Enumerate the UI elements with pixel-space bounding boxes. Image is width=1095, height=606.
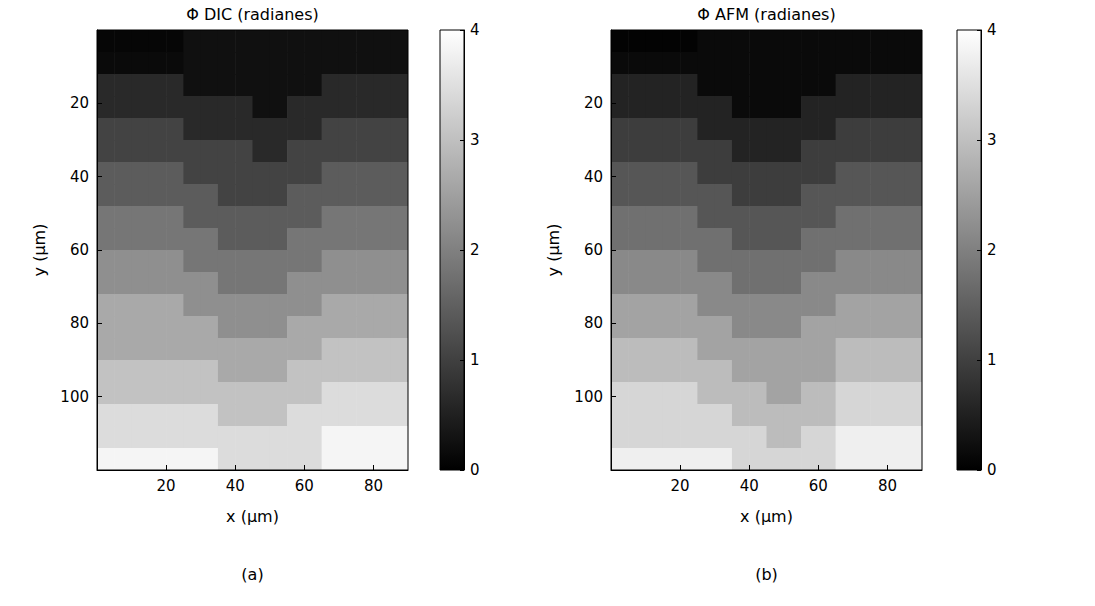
svg-text:60: 60 [295, 477, 314, 495]
svg-text:40: 40 [226, 477, 245, 495]
svg-text:x (µm): x (µm) [226, 507, 279, 526]
svg-text:1: 1 [470, 351, 480, 369]
svg-text:3: 3 [987, 131, 997, 149]
svg-text:60: 60 [809, 477, 828, 495]
svg-text:3: 3 [470, 131, 480, 149]
svg-text:Φ DIC (radianes): Φ DIC (radianes) [186, 5, 319, 24]
svg-text:100: 100 [574, 388, 603, 406]
svg-text:y (µm): y (µm) [544, 224, 563, 277]
svg-text:80: 80 [878, 477, 897, 495]
svg-text:20: 20 [584, 94, 603, 112]
svg-text:20: 20 [70, 94, 89, 112]
svg-text:4: 4 [470, 21, 480, 39]
svg-text:100: 100 [60, 388, 89, 406]
svg-text:20: 20 [671, 477, 690, 495]
svg-text:1: 1 [987, 351, 997, 369]
svg-text:2: 2 [987, 241, 997, 259]
svg-text:80: 80 [584, 314, 603, 332]
svg-text:(b): (b) [755, 565, 778, 584]
svg-text:(a): (a) [241, 565, 263, 584]
svg-text:0: 0 [987, 461, 997, 479]
svg-text:Φ AFM (radianes): Φ AFM (radianes) [697, 5, 835, 24]
svg-text:2: 2 [470, 241, 480, 259]
svg-text:40: 40 [584, 168, 603, 186]
svg-text:x (µm): x (µm) [740, 507, 793, 526]
svg-text:y (µm): y (µm) [30, 224, 49, 277]
svg-text:60: 60 [70, 241, 89, 259]
svg-text:60: 60 [584, 241, 603, 259]
svg-text:80: 80 [364, 477, 383, 495]
svg-text:4: 4 [987, 21, 997, 39]
svg-text:40: 40 [70, 168, 89, 186]
svg-text:80: 80 [70, 314, 89, 332]
svg-text:40: 40 [740, 477, 759, 495]
svg-text:20: 20 [157, 477, 176, 495]
svg-text:0: 0 [470, 461, 480, 479]
